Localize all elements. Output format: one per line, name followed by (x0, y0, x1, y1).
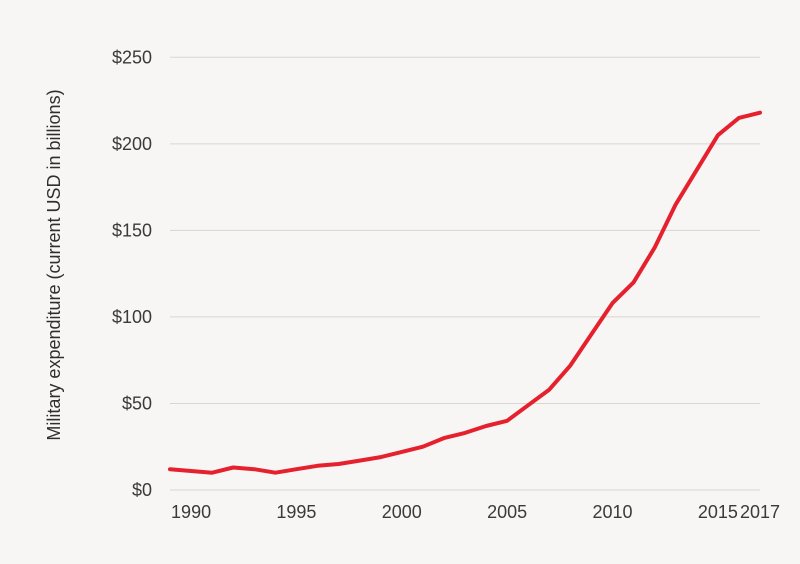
x-tick-label: 2015 (698, 502, 738, 522)
x-tick-label: 1995 (276, 502, 316, 522)
y-axis-label: Military expenditure (current USD in bil… (44, 89, 64, 440)
y-tick-label: $100 (112, 307, 152, 327)
military-expenditure-chart: $0 $50 $100 $150 $200 $250 1990 1995 2000 2005 201… (0, 0, 800, 564)
y-tick-label: $50 (122, 393, 152, 413)
y-tick-label: $150 (112, 220, 152, 240)
y-tick-label: $250 (112, 47, 152, 67)
chart-svg: $0 $50 $100 $150 $200 $250 1990 1995 2000 2005 201… (0, 0, 800, 564)
x-tick-label: 2000 (382, 502, 422, 522)
x-tick-label: 2005 (487, 502, 527, 522)
y-tick-label: $0 (132, 480, 152, 500)
x-tick-label: 1990 (171, 502, 211, 522)
x-tick-label: 2017 (740, 502, 780, 522)
x-tick-label: 2010 (592, 502, 632, 522)
y-tick-label: $200 (112, 134, 152, 154)
